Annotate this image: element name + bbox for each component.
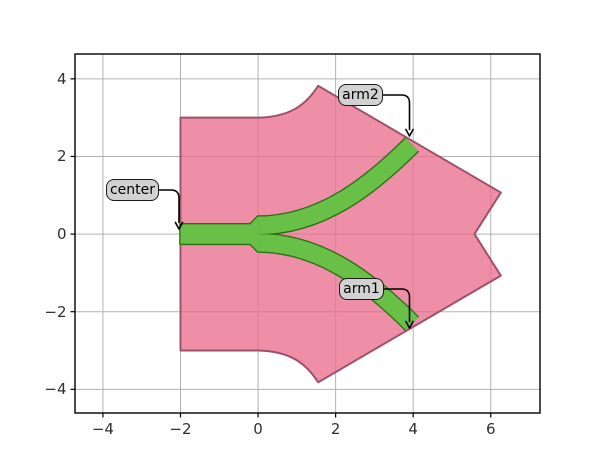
x-tick-label: −4 xyxy=(91,419,114,438)
x-tick-label: 2 xyxy=(330,419,341,438)
annotation-box-arm2: arm2 xyxy=(338,84,383,106)
annotation-arrowhead-arm1 xyxy=(405,320,414,329)
annotation-arrow-arm2 xyxy=(382,94,411,131)
annotation-box-arm1: arm1 xyxy=(339,278,384,300)
cladding-polygon xyxy=(179,84,502,384)
x-tick-label: 0 xyxy=(253,419,263,438)
y-tick-label: 2 xyxy=(56,147,67,166)
y-tick-label: 0 xyxy=(56,225,67,244)
annotation-label-center: center xyxy=(109,182,156,198)
waveguide-center-polygon xyxy=(180,216,259,252)
waveguide-arm1-path xyxy=(257,234,419,330)
x-tick-label: −2 xyxy=(169,419,192,438)
annotation-arrow-arm1 xyxy=(383,288,411,323)
annotation-arrow-center xyxy=(158,189,180,224)
y-tick-label: −2 xyxy=(44,302,67,321)
waveguide-arm2-path xyxy=(257,138,419,235)
geometry-layer xyxy=(179,84,502,384)
y-tick-label: 4 xyxy=(56,69,67,88)
annotation-arrowhead-arm2 xyxy=(405,128,414,137)
annotation-arrowhead-center xyxy=(174,221,184,230)
x-tick-label: 6 xyxy=(485,419,496,438)
annotation-label-arm2: arm2 xyxy=(342,87,379,103)
annotation-label-arm1: arm1 xyxy=(343,281,380,297)
annotation-box-center: center xyxy=(106,179,159,201)
x-tick-label: 4 xyxy=(408,419,418,438)
y-tick-label: −4 xyxy=(44,380,67,399)
